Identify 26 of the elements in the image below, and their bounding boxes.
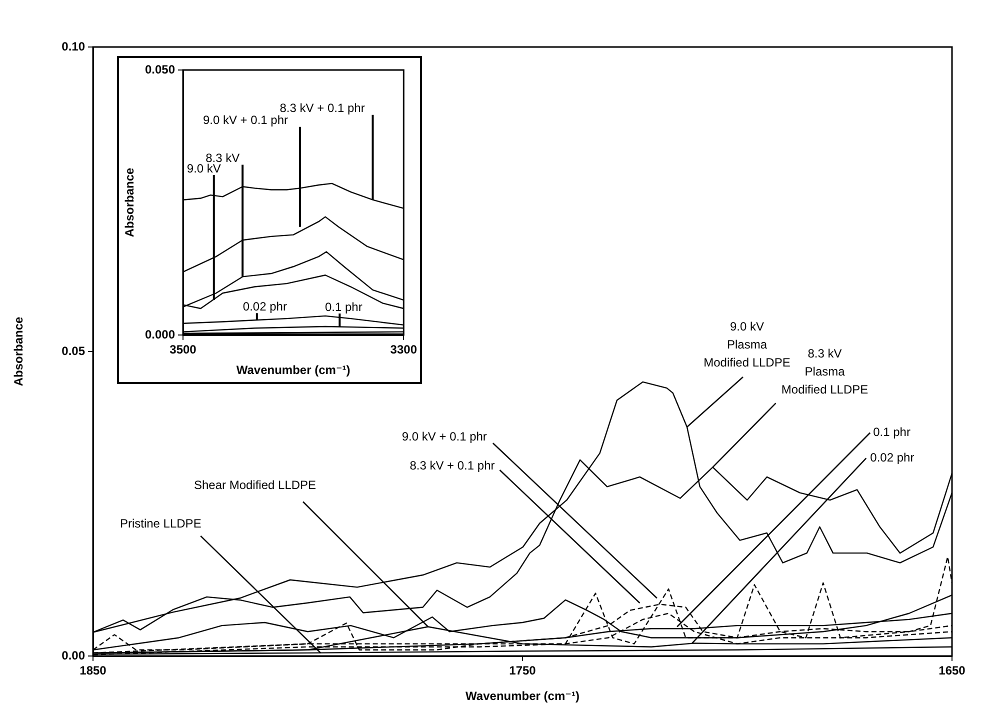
annotation: 8.3 kV + 0.1 phr <box>280 101 365 116</box>
x-tick-label: 1750 <box>509 664 536 678</box>
annotation: 9.0 kV <box>186 161 221 176</box>
annotation: 9.0 kV + 0.1 phr <box>402 429 487 444</box>
y-tick-label: 0.000 <box>144 327 176 342</box>
x-axis-title: Wavenumber (cm⁻¹) <box>236 363 350 378</box>
y-axis-title: Absorbance <box>122 168 137 238</box>
x-axis-title: Wavenumber (cm⁻¹) <box>466 689 580 704</box>
x-tick-label: 3300 <box>390 342 418 357</box>
y-tick-label: 0.05 <box>62 344 86 358</box>
annotation: 0.02 phr <box>242 299 287 314</box>
x-tick-label: 3500 <box>170 342 197 357</box>
annotation: Shear Modified LLDPE <box>194 478 316 492</box>
annotation: 9.0 kV + 0.1 phr <box>202 113 288 128</box>
y-axis-title: Absorbance <box>12 316 26 386</box>
x-tick-label: 1850 <box>80 664 107 678</box>
annotation: 0.02 phr <box>870 450 914 465</box>
y-tick-label: 0.00 <box>62 648 86 662</box>
annotation: 0.1 phr <box>324 300 362 314</box>
annotation: 9.0 kV Plasma Modified LLDPE <box>704 319 790 370</box>
annotation: Pristine LLDPE <box>120 516 202 530</box>
y-tick-label: 0.10 <box>62 39 86 54</box>
x-tick-label: 1650 <box>938 664 966 678</box>
annotation: 8.3 kV + 0.1 phr <box>410 458 495 472</box>
annotation: 0.1 phr <box>873 425 910 440</box>
y-tick-label: 0.050 <box>144 62 176 76</box>
